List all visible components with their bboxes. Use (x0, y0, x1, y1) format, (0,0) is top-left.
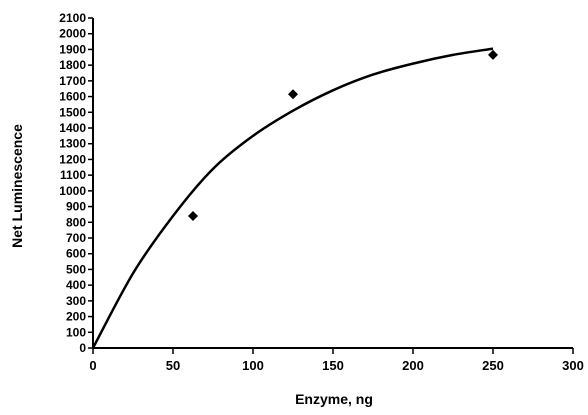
x-tick-label: 100 (242, 358, 264, 373)
y-tick-label: 1600 (59, 90, 86, 104)
data-point-diamond (488, 49, 498, 60)
y-tick-label: 600 (66, 247, 86, 261)
x-axis-ticks: 0 50 100 150 200 250 300 (89, 348, 584, 373)
y-tick-label: 0 (79, 341, 86, 355)
plot-area (91, 47, 498, 349)
y-tick-label: 100 (66, 325, 86, 339)
fit-curve (91, 47, 494, 349)
y-tick-label: 1800 (59, 58, 86, 72)
y-tick-label: 2000 (59, 27, 86, 41)
y-tick-label: 700 (66, 231, 86, 245)
y-tick-label: 1000 (59, 184, 86, 198)
x-axis-label: Enzyme, ng (295, 391, 373, 407)
y-tick-label: 500 (66, 262, 86, 276)
x-tick-label: 200 (402, 358, 424, 373)
axes (92, 18, 573, 349)
y-tick-label: 900 (66, 200, 86, 214)
x-tick-label: 50 (166, 358, 180, 373)
y-tick-label: 1200 (59, 152, 86, 166)
y-tick-label: 2100 (59, 11, 86, 25)
y-tick-label: 1900 (59, 42, 86, 56)
y-tick-label: 1500 (59, 105, 86, 119)
y-tick-label: 200 (66, 310, 86, 324)
x-tick-label: 250 (482, 358, 504, 373)
y-tick-label: 1100 (60, 168, 86, 182)
y-tick-label: 300 (66, 294, 86, 308)
y-axis-ticks: 0100200300400500600700800900100011001200… (59, 11, 93, 355)
data-point-diamond (288, 89, 298, 100)
y-axis-label: Net Luminescence (9, 124, 25, 248)
y-tick-label: 800 (66, 215, 86, 229)
x-tick-label: 0 (89, 358, 96, 373)
x-tick-label: 150 (322, 358, 344, 373)
data-point-diamond (188, 211, 198, 221)
y-tick-label: 1300 (59, 137, 86, 151)
y-tick-label: 1400 (59, 121, 86, 135)
y-tick-label: 400 (66, 278, 86, 292)
x-tick-label: 300 (562, 358, 584, 373)
y-tick-label: 1700 (59, 74, 86, 88)
